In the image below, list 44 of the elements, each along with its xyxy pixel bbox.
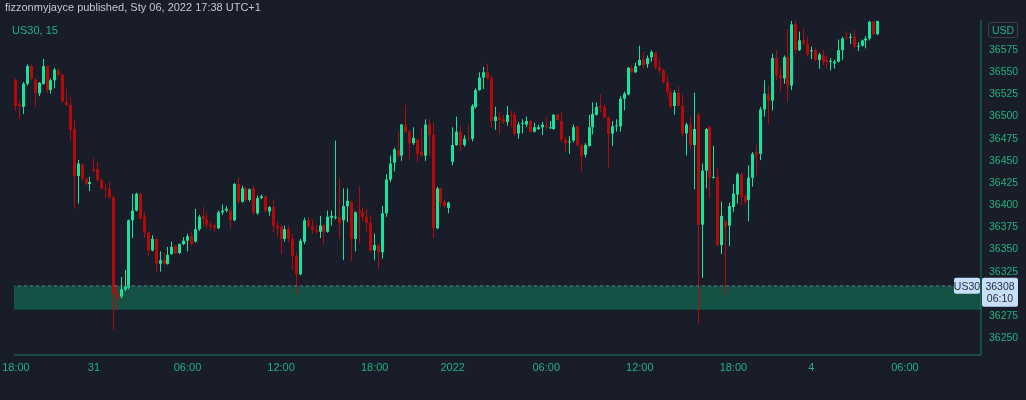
x-tick-label: 06:00	[891, 360, 919, 373]
y-tick-label: 36250	[989, 331, 1019, 343]
text: 36308	[985, 279, 1015, 292]
text: 06:10	[986, 291, 1014, 304]
x-tick-label: 06:00	[173, 360, 202, 373]
y-tick-label: 36450	[989, 153, 1019, 166]
x-tick-label: 12:00	[267, 360, 295, 373]
x-tick-label: 2022	[440, 360, 465, 373]
y-tick-label: 36525	[989, 87, 1019, 100]
y-tick-label: 36375	[989, 220, 1019, 233]
y-tick-label: 36425	[989, 175, 1019, 188]
x-tick-label: 12:00	[626, 360, 654, 373]
y-tick-label: 36550	[989, 65, 1019, 78]
y-tick-label: 36400	[989, 198, 1019, 211]
candlestick	[338, 177, 341, 239]
y-tick-label: 36275	[989, 308, 1019, 321]
y-tick-label: 36475	[989, 131, 1019, 144]
y-tick-label: 36500	[989, 109, 1019, 122]
y-tick-label: 36575	[989, 42, 1019, 55]
x-tick-label: 4	[808, 360, 815, 373]
x-tick-label: 18:00	[360, 360, 389, 373]
candlestick	[755, 144, 758, 176]
candlestick	[849, 33, 852, 44]
candlestick	[104, 183, 107, 199]
candlestick	[545, 117, 548, 130]
y-tick-label: 36325	[989, 264, 1019, 277]
text: fizzonmyjayce published, Sty 06, 2022 17:38 UTC+1	[5, 1, 261, 13]
candlestick	[712, 145, 715, 179]
candlestick	[521, 119, 524, 134]
candlestick	[568, 136, 571, 154]
candlestick	[467, 124, 470, 141]
y-axis-title: USD	[988, 22, 1019, 38]
x-tick-label: 06:00	[532, 360, 561, 373]
x-tick-label: 18:00	[2, 360, 30, 373]
ref-line-label: US30	[953, 279, 981, 292]
candlestick	[810, 46, 813, 59]
candlestick	[724, 220, 727, 295]
candlestick	[829, 58, 832, 71]
candlestick	[825, 55, 828, 69]
x-tick-label: 18:00	[719, 360, 748, 373]
chart-title: US30, 15	[12, 24, 58, 36]
y-tick-label: 36350	[989, 242, 1019, 255]
x-tick-label: 31	[87, 360, 101, 373]
candlestick	[334, 140, 337, 220]
